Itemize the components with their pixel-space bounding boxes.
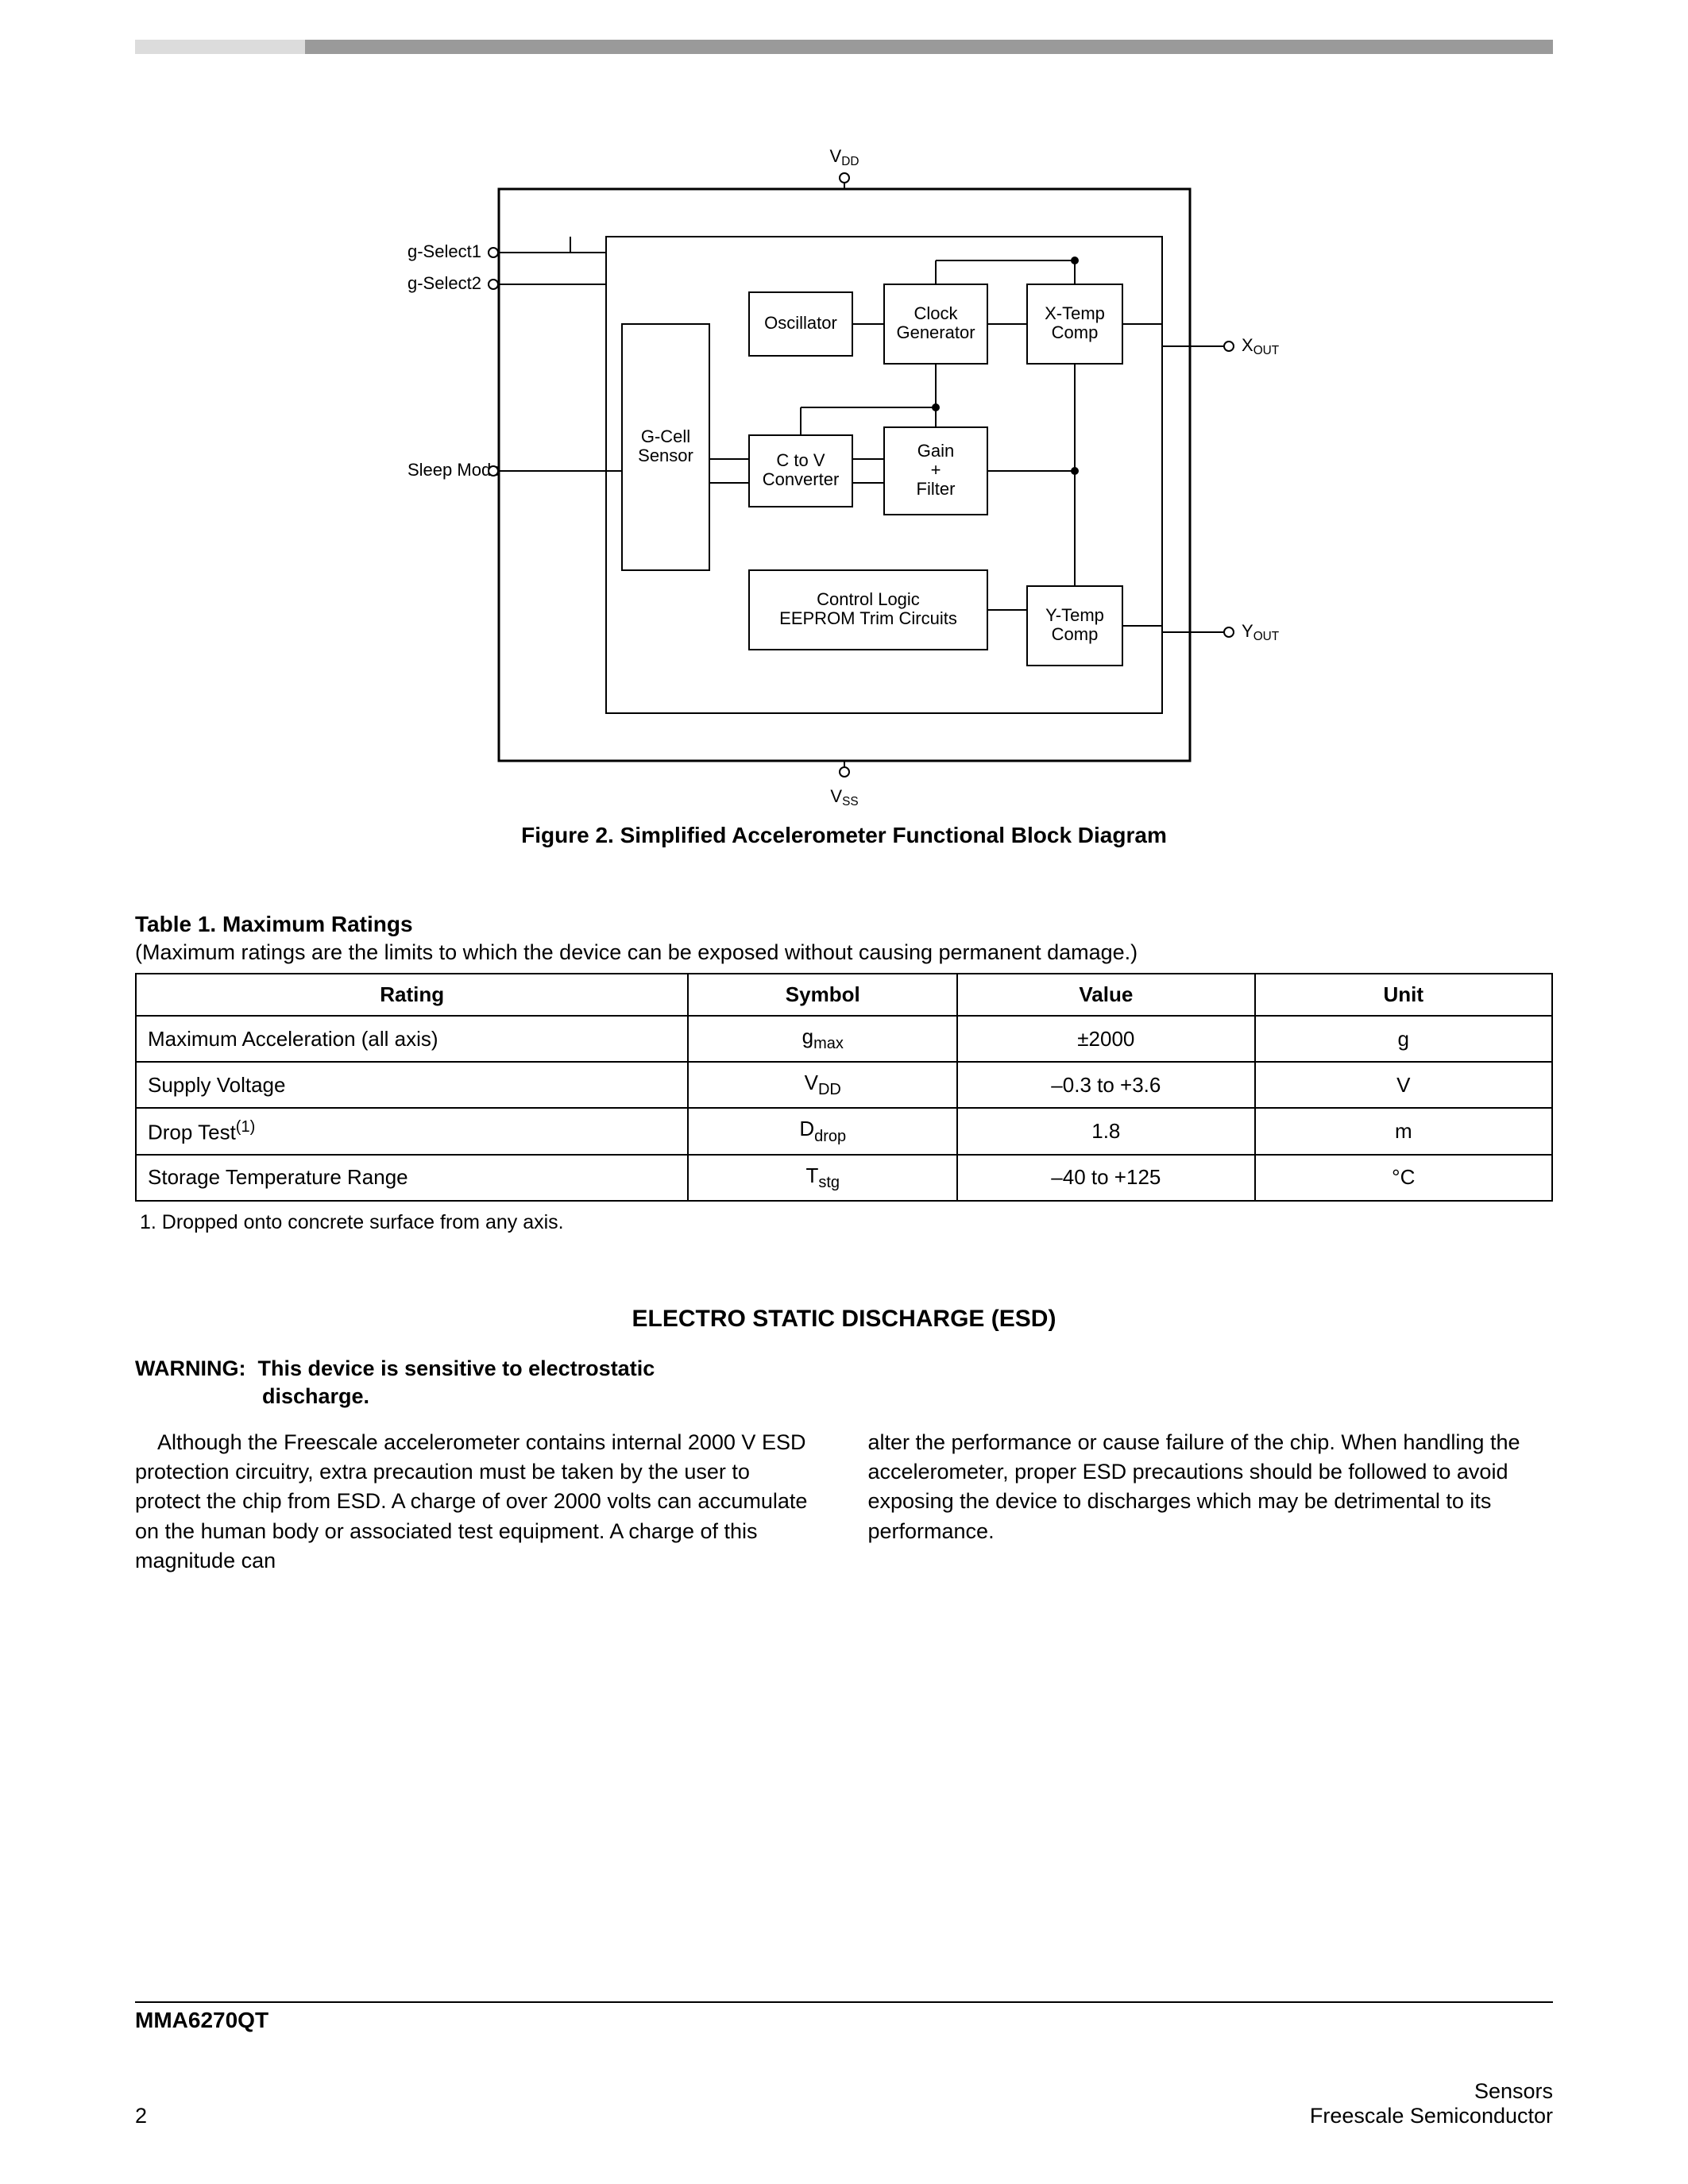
svg-text:XOUT: XOUT <box>1242 335 1280 357</box>
footer-right1: Sensors <box>1310 2079 1553 2104</box>
svg-text:Sleep Mode: Sleep Mode <box>408 460 500 480</box>
esd-warning-cont: discharge. <box>135 1384 1553 1409</box>
table-row: Supply VoltageVDD–0.3 to +3.6V <box>136 1062 1552 1108</box>
svg-text:Clock: Clock <box>914 303 958 323</box>
svg-text:Comp: Comp <box>1051 322 1098 342</box>
svg-text:g-Select1: g-Select1 <box>408 241 481 261</box>
part-number: MMA6270QT <box>135 2008 1553 2033</box>
esd-body: Although the Freescale accelerometer con… <box>135 1428 1553 1576</box>
figure-caption: Figure 2. Simplified Accelerometer Funct… <box>521 823 1167 848</box>
esd-col2: alter the performance or cause failure o… <box>868 1428 1554 1576</box>
svg-text:Comp: Comp <box>1051 624 1098 644</box>
table-row: Storage Temperature RangeTstg–40 to +125… <box>136 1155 1552 1201</box>
footer-right2: Freescale Semiconductor <box>1310 2104 1553 2128</box>
col-value: Value <box>957 974 1254 1016</box>
svg-text:G-Cell: G-Cell <box>640 426 689 446</box>
header-rule <box>135 40 1553 54</box>
svg-text:VSS: VSS <box>830 786 858 808</box>
svg-text:Generator: Generator <box>896 322 975 342</box>
svg-text:g-Select2: g-Select2 <box>408 273 481 293</box>
page-number: 2 <box>135 2104 147 2128</box>
col-symbol: Symbol <box>688 974 957 1016</box>
table-note: (Maximum ratings are the limits to which… <box>135 940 1553 965</box>
svg-text:Y-Temp: Y-Temp <box>1045 605 1104 625</box>
svg-text:X-Temp: X-Temp <box>1045 303 1105 323</box>
svg-text:C to V: C to V <box>776 450 825 470</box>
esd-heading: ELECTRO STATIC DISCHARGE (ESD) <box>135 1306 1553 1333</box>
col-rating: Rating <box>136 974 688 1016</box>
esd-col1: Although the Freescale accelerometer con… <box>135 1428 821 1576</box>
page-footer: MMA6270QT 2 Sensors Freescale Semiconduc… <box>135 2001 1553 2128</box>
table-title: Table 1. Maximum Ratings <box>135 912 1553 937</box>
svg-text:Converter: Converter <box>762 469 839 489</box>
svg-text:VDD: VDD <box>829 146 859 168</box>
block-diagram: VDD VSS g-Select1 g-Select2 Sleep Mode XOUT YO… <box>135 141 1553 912</box>
table-row: Drop Test(1)Ddrop1.8m <box>136 1108 1552 1154</box>
svg-text:EEPROM Trim Circuits: EEPROM Trim Circuits <box>779 608 957 628</box>
table-footnote: 1. Dropped onto concrete surface from an… <box>135 1211 1553 1234</box>
svg-text:+: + <box>930 460 941 480</box>
ratings-table: RatingSymbolValueUnit Maximum Accelerati… <box>135 973 1553 1202</box>
esd-warning: WARNING: This device is sensitive to ele… <box>135 1356 1553 1381</box>
svg-text:Gain: Gain <box>917 441 953 461</box>
svg-text:Filter: Filter <box>916 479 955 499</box>
svg-text:Control Logic: Control Logic <box>817 589 920 609</box>
svg-text:Sensor: Sensor <box>638 446 693 465</box>
col-unit: Unit <box>1255 974 1552 1016</box>
svg-text:YOUT: YOUT <box>1242 621 1280 643</box>
svg-text:Oscillator: Oscillator <box>764 313 837 333</box>
table-row: Maximum Acceleration (all axis)gmax±2000… <box>136 1016 1552 1062</box>
